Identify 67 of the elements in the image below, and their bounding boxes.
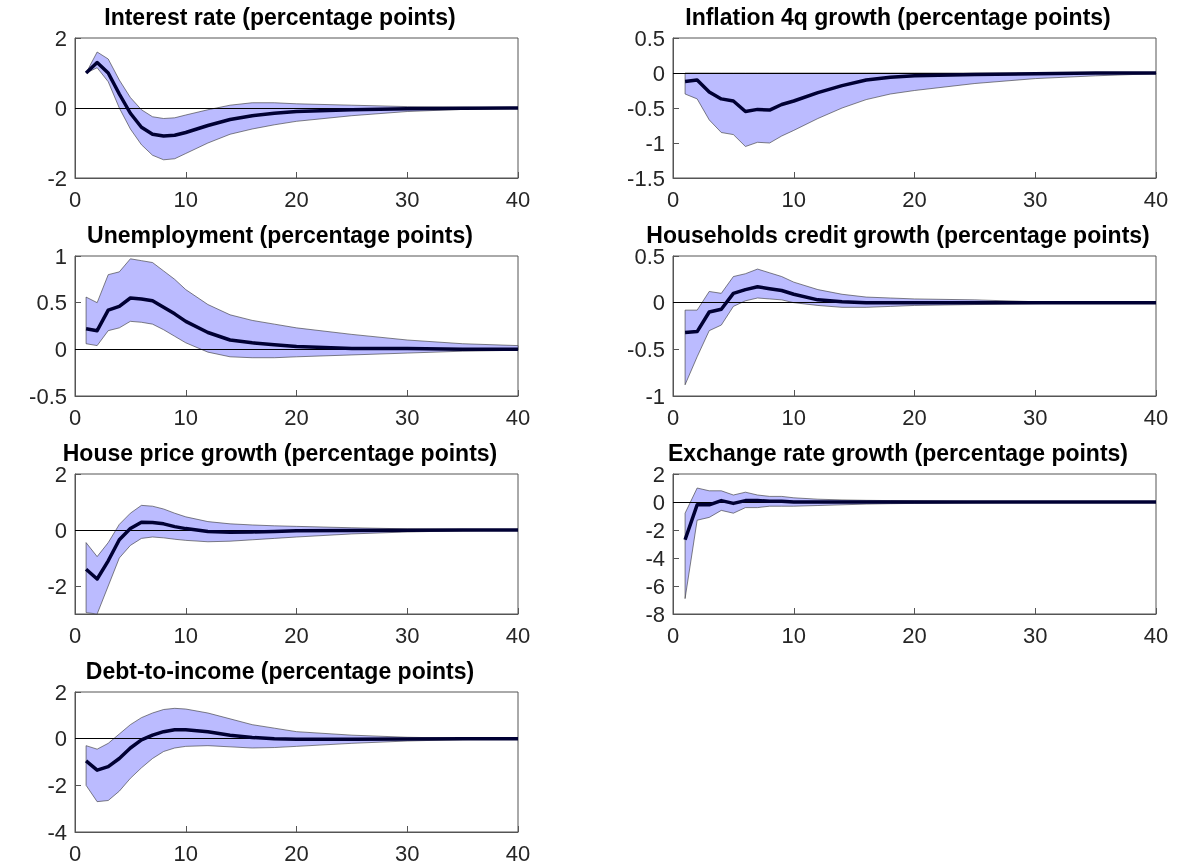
line-series: [683, 71, 1158, 114]
x-tick-label: 40: [505, 622, 531, 648]
chart-title: Unemployment (percentage points): [87, 221, 473, 248]
y-tick-label: 0: [54, 336, 67, 362]
x-tick-label: 10: [781, 404, 806, 430]
y-tick-label: -4: [47, 819, 67, 845]
x-tick-label: 30: [395, 186, 420, 212]
x-tick-label: 20: [284, 840, 309, 864]
x-tick-label: 10: [173, 622, 198, 648]
x-tick-label: 30: [1023, 186, 1048, 212]
y-tick-label: -2: [645, 517, 665, 543]
y-tick-label: 2: [54, 679, 67, 705]
y-tick-label: 1: [54, 243, 67, 269]
x-tick-label: 20: [902, 404, 927, 430]
x-tick-label: 10: [781, 622, 806, 648]
y-tick-label: -0.5: [29, 383, 67, 409]
x-tick-label: 30: [395, 404, 420, 430]
y-tick-label: 2: [54, 25, 67, 51]
y-tick-label: -0.5: [627, 95, 665, 121]
chart-title: Inflation 4q growth (percentage points): [685, 3, 1111, 30]
x-tick-label: 40: [1143, 404, 1169, 430]
x-tick-label: 20: [902, 186, 927, 212]
y-tick-label: -1.5: [627, 165, 665, 191]
y-tick-label: -8: [645, 601, 665, 627]
x-tick-label: 30: [1023, 622, 1048, 648]
y-tick-label: 0: [652, 489, 665, 515]
x-tick-label: 30: [395, 622, 420, 648]
y-tick-label: -6: [645, 573, 665, 599]
y-tick-label: -2: [47, 165, 67, 191]
chart-title: Interest rate (percentage points): [104, 3, 456, 30]
line-series: [84, 728, 520, 772]
y-tick-label: -4: [645, 545, 665, 571]
y-tick-label: -2: [47, 772, 67, 798]
x-tick-label: 40: [505, 186, 531, 212]
x-tick-label: 20: [284, 622, 309, 648]
x-tick-label: 10: [173, 186, 198, 212]
y-tick-label: 0: [54, 726, 67, 752]
x-tick-label: 10: [173, 404, 198, 430]
y-tick-label: -0.5: [627, 336, 665, 362]
x-tick-label: 20: [284, 186, 309, 212]
chart-title: Debt-to-income (percentage points): [85, 657, 475, 684]
y-tick-label: 2: [652, 461, 665, 487]
chart-title: Exchange rate growth (percentage points): [667, 439, 1129, 466]
x-tick-label: 40: [505, 840, 531, 864]
x-tick-label: 10: [781, 186, 806, 212]
line-series: [84, 296, 520, 352]
line-series: [683, 498, 1158, 542]
x-tick-label: 30: [1023, 404, 1048, 430]
x-tick-label: 20: [284, 404, 309, 430]
y-tick-label: -1: [645, 130, 665, 156]
y-tick-label: 0: [54, 517, 67, 543]
y-tick-label: 0: [54, 95, 67, 121]
x-tick-label: 20: [902, 622, 927, 648]
x-tick-label: 40: [1143, 186, 1169, 212]
y-tick-label: 0.5: [36, 290, 67, 316]
line-series: [84, 60, 520, 138]
x-tick-label: 40: [1143, 622, 1169, 648]
y-tick-label: 0.5: [634, 25, 665, 51]
y-tick-label: -2: [47, 573, 67, 599]
y-tick-label: 0: [652, 60, 665, 86]
line-series: [683, 285, 1158, 335]
y-tick-label: 0: [652, 290, 665, 316]
x-tick-label: 40: [505, 404, 531, 430]
x-tick-label: 30: [395, 840, 420, 864]
y-tick-label: -1: [645, 383, 665, 409]
line-series: [84, 520, 520, 581]
x-tick-label: 10: [173, 840, 198, 864]
